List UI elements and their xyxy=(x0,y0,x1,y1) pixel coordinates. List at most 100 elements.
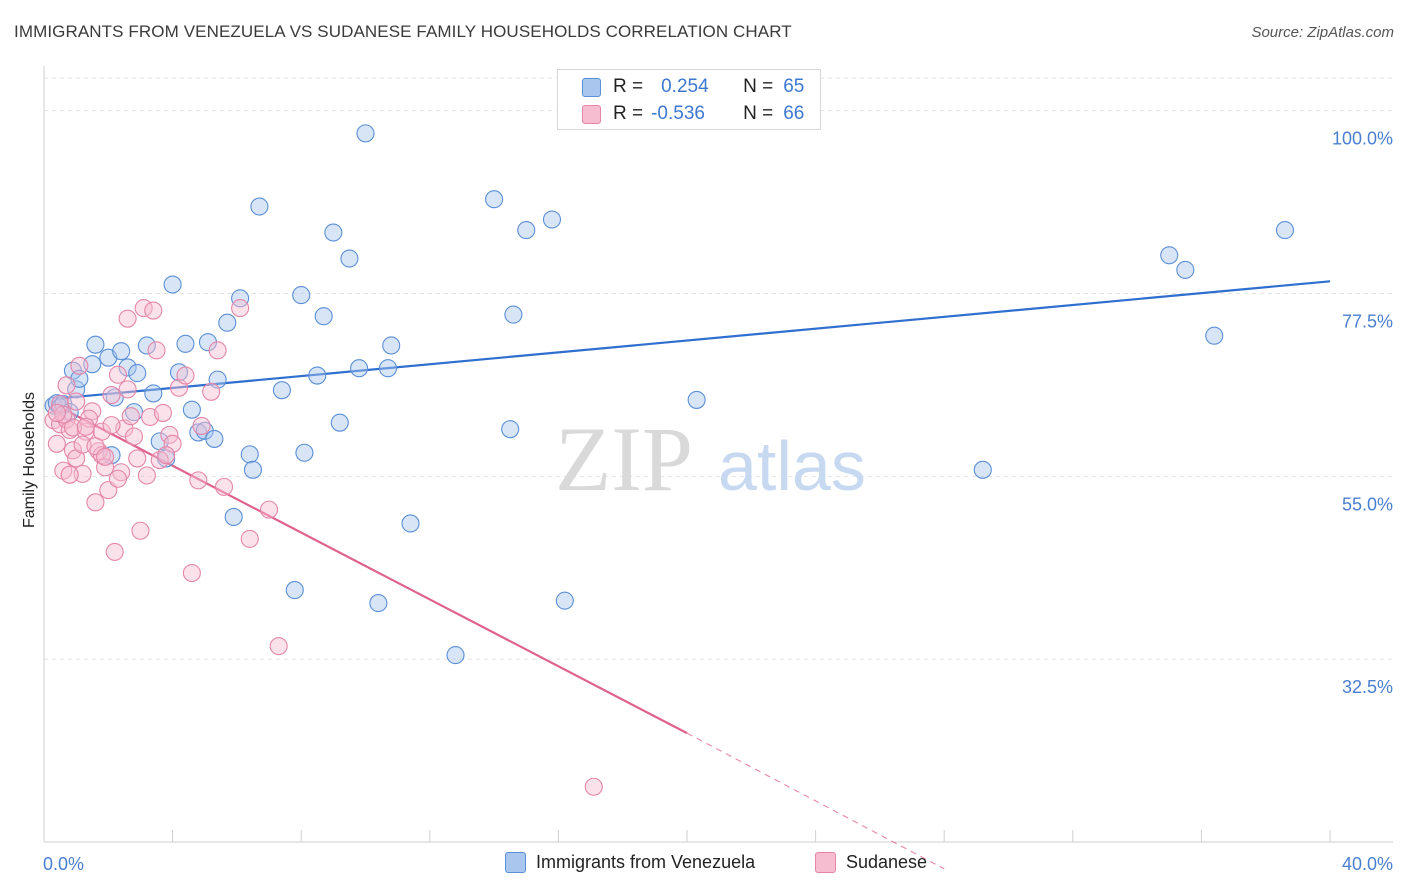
venezuela-point xyxy=(1205,326,1224,345)
venezuela-point xyxy=(176,334,195,353)
sudanese-point xyxy=(108,469,127,488)
watermark-zip: ZIP xyxy=(555,408,693,510)
sudanese-point xyxy=(118,309,137,328)
legend-swatch-blue xyxy=(582,77,601,97)
sudanese-point xyxy=(118,380,137,399)
y-axis-label: Family Households xyxy=(21,392,38,528)
sudanese-point xyxy=(259,500,279,519)
sudanese-point xyxy=(102,386,121,405)
venezuela-point xyxy=(350,359,369,378)
sudanese-point xyxy=(96,447,115,466)
venezuela-point xyxy=(118,358,137,377)
venezuela-point xyxy=(292,286,311,305)
bottom-legend-label: Immigrants from Venezuela xyxy=(536,852,756,872)
legend-r-label: R = xyxy=(613,76,644,97)
venezuela-point xyxy=(285,581,304,600)
venezuela-point xyxy=(542,210,562,229)
venezuela-point xyxy=(163,275,182,294)
y-tick-label: 32.5% xyxy=(1342,677,1393,697)
venezuela-point xyxy=(378,359,398,378)
legend-r-value: -0.536 xyxy=(651,103,705,124)
venezuela-point xyxy=(330,413,349,432)
venezuela-point xyxy=(446,646,465,665)
sudanese-point xyxy=(182,563,201,583)
sudanese-point xyxy=(192,416,211,435)
venezuela-point xyxy=(501,420,520,439)
sudanese-trend-extension xyxy=(686,732,945,870)
sudanese-point xyxy=(269,637,288,656)
sudanese-point xyxy=(121,407,140,426)
sudanese-point xyxy=(124,427,144,446)
sudanese-point xyxy=(67,392,86,411)
venezuela-point xyxy=(973,460,992,479)
legend-n-value: 65 xyxy=(783,76,805,97)
venezuela-point xyxy=(555,591,574,610)
y-tick-label: 77.5% xyxy=(1342,311,1393,331)
grid-lines xyxy=(44,77,1393,660)
venezuela-trend-line xyxy=(59,280,1331,400)
venezuela-point xyxy=(128,364,147,383)
venezuela-point xyxy=(105,388,124,407)
venezuela-point xyxy=(243,460,263,479)
venezuela-point xyxy=(1176,260,1195,279)
sudanese-point xyxy=(157,446,176,465)
chart-title: IMMIGRANTS FROM VENEZUELA VS SUDANESE FA… xyxy=(14,22,792,41)
stats-legend: R = 0.254 N = 65 R = -0.536 N = 66 xyxy=(557,69,821,130)
legend-r-value: 0.254 xyxy=(661,76,709,97)
sudanese-point xyxy=(153,403,173,422)
venezuela-point xyxy=(224,507,243,526)
x-tick-label: 0.0% xyxy=(43,854,84,874)
venezuela-point xyxy=(240,445,259,464)
y-tick-label: 55.0% xyxy=(1342,494,1393,514)
venezuela-point xyxy=(182,400,201,419)
sudanese-point xyxy=(202,382,221,401)
sudanese-point xyxy=(70,356,89,375)
legend-n-label: N = xyxy=(743,103,774,124)
venezuela-point xyxy=(112,342,131,361)
y-tick-label: 100.0% xyxy=(1332,129,1393,149)
legend-row-sudanese: R = -0.536 N = 66 xyxy=(582,102,804,126)
bottom-legend-venezuela: Immigrants from Venezuela xyxy=(505,852,755,873)
venezuela-point xyxy=(205,429,224,448)
venezuela-point xyxy=(1275,221,1295,240)
watermark-atlas: atlas xyxy=(718,427,866,505)
legend-n-label: N = xyxy=(743,76,774,97)
legend-n-value: 66 xyxy=(783,103,805,124)
venezuela-point xyxy=(382,336,401,355)
sudanese-point xyxy=(60,465,79,484)
venezuela-point xyxy=(369,594,388,613)
sudanese-point xyxy=(240,529,259,548)
venezuela-point xyxy=(687,390,706,409)
venezuela-point xyxy=(137,336,156,355)
venezuela-point xyxy=(250,197,269,216)
venezuela-point xyxy=(401,514,420,533)
sudanese-point xyxy=(102,416,121,435)
sudanese-point xyxy=(128,449,147,468)
sudanese-point xyxy=(147,341,166,360)
sudanese-point xyxy=(57,376,76,395)
watermark: ZIP atlas xyxy=(555,408,866,510)
sudanese-point xyxy=(63,418,82,437)
venezuela-point xyxy=(340,249,359,268)
sudanese-point xyxy=(105,542,124,561)
venezuela-point xyxy=(144,384,163,403)
venezuela-point xyxy=(517,221,536,240)
sudanese-point xyxy=(54,405,73,424)
venezuela-point xyxy=(218,313,237,332)
venezuela-point xyxy=(272,381,291,400)
sudanese-point xyxy=(584,777,603,796)
venezuela-point xyxy=(231,289,250,308)
sudanese-point xyxy=(131,521,150,540)
sudanese-point xyxy=(176,366,195,385)
sudanese-point xyxy=(73,464,92,483)
sudanese-point xyxy=(137,466,156,485)
sudanese-point xyxy=(144,301,163,320)
venezuela-point xyxy=(504,305,523,324)
sudanese-point xyxy=(163,434,182,453)
venezuela-point xyxy=(314,307,333,326)
bottom-legend-sudanese: Sudanese xyxy=(815,852,927,873)
venezuela-point xyxy=(308,366,327,385)
venezuela-point xyxy=(324,223,343,242)
sudanese-point xyxy=(189,471,208,490)
